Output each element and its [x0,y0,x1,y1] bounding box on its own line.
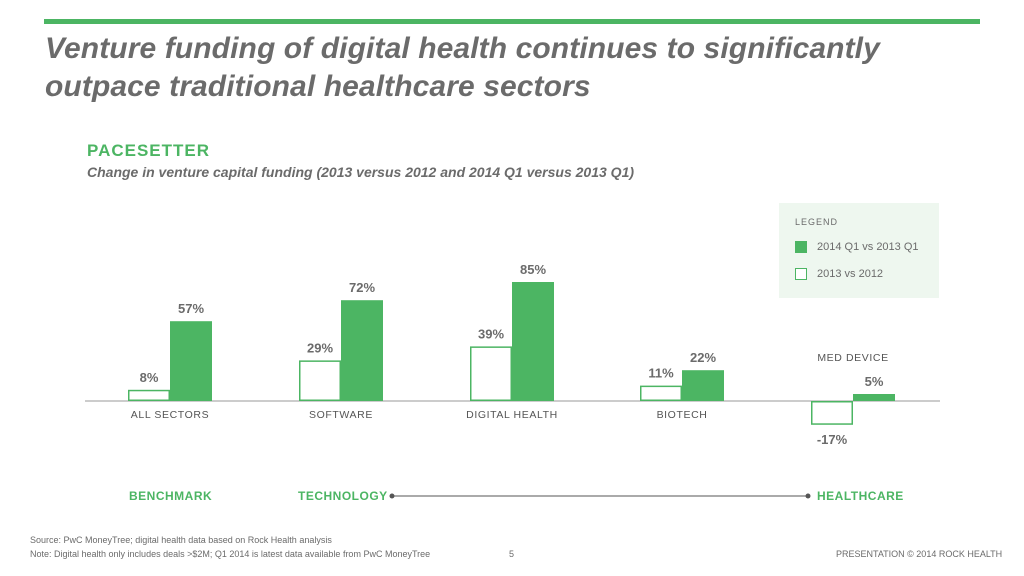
chart-subtitle: Change in venture capital funding (2013 … [87,164,635,180]
footer-credit: PRESENTATION © 2014 ROCK HEALTH [836,549,1003,559]
top-rule [44,19,980,24]
data-label-2014q1-biotech: 22% [690,350,716,365]
data-label-2013-biotech: 11% [648,366,674,381]
group-label-healthcare: HEALTHCARE [817,489,904,503]
bar-2014q1-biotech [682,370,724,401]
footer-note: Note: Digital health only includes deals… [30,549,431,559]
slide-title: Venture funding of digital health contin… [45,32,880,103]
legend-item-2013: 2013 vs 2012 [795,268,883,280]
group-label-benchmark: BENCHMARK [129,489,213,503]
bar-2014q1-software [341,300,383,401]
bar-2014q1-digital-health [512,282,554,401]
legend-label-outline: 2013 vs 2012 [817,268,884,280]
legend-swatch-outline [795,268,807,280]
data-label-2013-all-sectors: 8% [140,370,159,385]
category-label-biotech: BIOTECH [657,409,708,421]
legend: LEGEND 2014 Q1 vs 2013 Q1 2013 vs 2012 [779,203,939,298]
data-label-2014q1-digital-health: 85% [520,262,546,277]
category-label-med-device: MED DEVICE [817,352,888,364]
data-label-2014q1-software: 72% [349,280,375,295]
group-connector-dot-start [389,493,395,499]
group-label-technology: TECHNOLOGY [298,489,388,503]
category-label-all-sectors: ALL SECTORS [131,409,209,421]
legend-title: LEGEND [795,217,839,227]
chart-kicker: PACESETTER [87,141,211,160]
group-connector-dot-end [805,493,811,499]
bar-2014q1-all-sectors [170,321,212,401]
data-label-2013-software: 29% [307,340,333,355]
page-number: 5 [509,549,515,559]
category-label-digital-health: DIGITAL HEALTH [466,409,558,421]
bar-2013-software [299,360,341,401]
bar-2013-med-device [811,401,853,425]
data-label-2013-med-device: -17% [817,432,848,447]
data-label-2013-digital-health: 39% [478,326,504,341]
bar-2013-all-sectors [128,389,170,401]
footer-source: Source: PwC MoneyTree; digital health da… [30,535,332,545]
category-label-software: SOFTWARE [309,409,373,421]
legend-label-filled: 2014 Q1 vs 2013 Q1 [817,241,919,253]
bar-2013-digital-health [470,346,512,401]
bar-2014q1-med-device [853,394,895,401]
data-label-2014q1-all-sectors: 57% [178,301,204,316]
legend-item-2014q1: 2014 Q1 vs 2013 Q1 [795,241,919,253]
bar-2013-biotech [640,385,682,402]
legend-swatch-filled [795,241,807,253]
data-label-2014q1-med-device: 5% [865,374,884,389]
